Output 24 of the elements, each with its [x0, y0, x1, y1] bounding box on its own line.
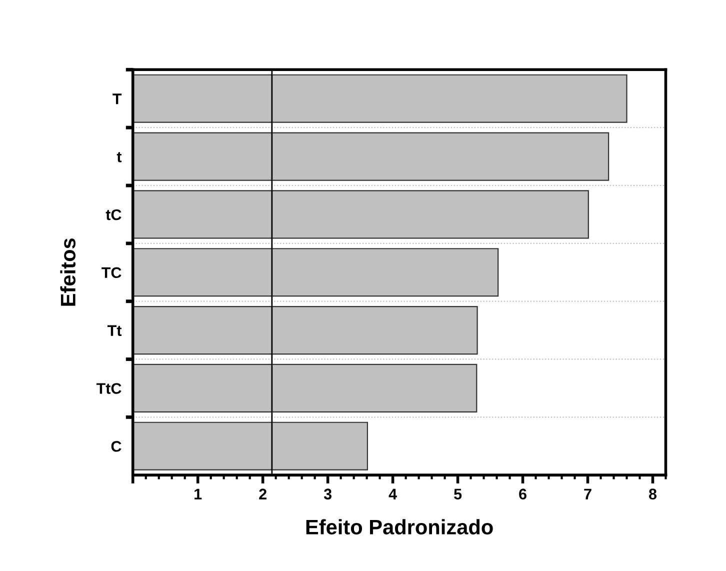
- bar: [132, 248, 499, 297]
- bar: [132, 74, 628, 123]
- bar: [132, 364, 478, 412]
- bar: [132, 190, 589, 239]
- y-tick-label: TtC: [96, 383, 122, 394]
- y-tick-label: Tt: [108, 325, 122, 336]
- y-tick-label: TC: [102, 267, 122, 278]
- bar: [132, 422, 368, 470]
- y-axis-title: Efeitos: [60, 238, 76, 306]
- bar: [132, 306, 478, 355]
- x-tick-label: 5: [454, 488, 462, 500]
- x-tick-label: 1: [194, 488, 202, 500]
- y-tick-label: t: [116, 152, 122, 162]
- x-tick-label: 6: [519, 488, 526, 500]
- x-tick-label: 7: [584, 488, 592, 500]
- x-tick-label: 8: [648, 488, 657, 500]
- y-tick-label: T: [112, 94, 122, 104]
- y-tick-label: C: [111, 440, 122, 452]
- x-tick-label: 2: [259, 488, 266, 500]
- y-tick-label: tC: [106, 209, 122, 220]
- x-axis-title: Efeito Padronizado: [306, 519, 493, 534]
- x-tick-label: 3: [324, 488, 332, 500]
- bar: [132, 132, 610, 181]
- x-tick-label: 4: [388, 488, 397, 500]
